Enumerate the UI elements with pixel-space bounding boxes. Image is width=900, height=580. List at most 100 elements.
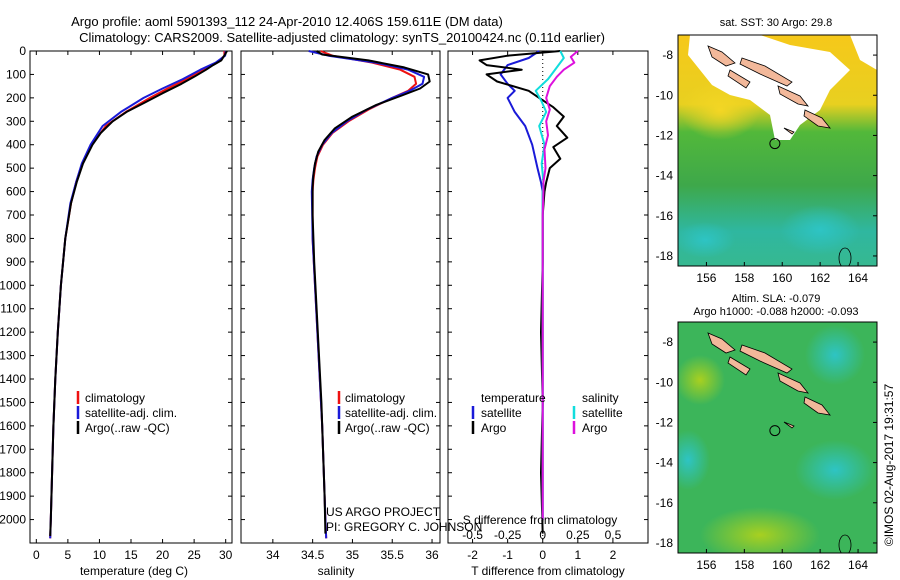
map-y-tick-label: -18 [656, 536, 674, 550]
island-outline [803, 109, 831, 129]
x2-tick-label: -0.5 [462, 528, 483, 542]
legend-label-climatology: climatology [345, 391, 405, 405]
figure-title-line2: Climatology: CARS2009. Satellite-adjuste… [79, 30, 605, 45]
sla-low-patch [795, 440, 875, 500]
sla-map-title: Altim. SLA: -0.079 [732, 293, 821, 305]
x-tick-label: -2 [467, 548, 478, 562]
island-outline [727, 356, 751, 376]
y-tick-label: 1000 [0, 278, 26, 292]
sst-map-title: sat. SST: 30 Argo: 29.8 [720, 17, 833, 29]
y-tick-label: 200 [6, 91, 26, 105]
sla-low-patch [678, 430, 710, 490]
y-tick-label: 600 [6, 185, 26, 199]
island-outline [803, 396, 831, 416]
sst-cloud-mask [850, 35, 877, 70]
sst-map-frame [677, 34, 878, 267]
island-outline [783, 127, 795, 135]
map-y-tick-label: -14 [656, 169, 674, 183]
sla-low-patch [805, 325, 865, 385]
x-tick-label: 0 [539, 548, 546, 562]
map-y-tick-label: -18 [656, 249, 674, 263]
sla-high-patch [678, 355, 725, 405]
map-x-tick-label: 160 [772, 271, 792, 285]
x-tick-label: -1 [502, 548, 513, 562]
y-tick-label: 1900 [0, 489, 26, 503]
x2-tick-label: 0.5 [605, 528, 622, 542]
map-axes: 156 158 160 162 164 -8 -10 -12 -14 -16 -18 156 158 16… [656, 48, 877, 572]
sla-map [678, 322, 877, 553]
y-tick-label: 1500 [0, 395, 26, 409]
map-y-tick-label: -12 [656, 128, 674, 142]
island-outline [777, 372, 809, 394]
map-x-tick-label: 162 [810, 558, 830, 572]
x-tick-label: 25 [187, 548, 201, 562]
sst-map [678, 35, 877, 266]
x-tick-label: 34 [266, 548, 280, 562]
y-tick-label: 1700 [0, 442, 26, 456]
temperature-legend: climatology satellite-adj. clim. Argo(..… [76, 391, 177, 435]
sla-map-subtitle: Argo h1000: -0.088 h2000: -0.093 [693, 306, 858, 318]
map-x-tick-label: 160 [772, 558, 792, 572]
x-tick-label: 20 [156, 548, 170, 562]
y-tick-label: 700 [6, 208, 26, 222]
x-tick-label: 35 [346, 548, 360, 562]
y-tick-label: 500 [6, 161, 26, 175]
project-pi: PI: GREGORY C. JOHNSON [326, 520, 482, 534]
x2-tick-label: -0.25 [494, 528, 522, 542]
x-tick-label: 35.5 [381, 548, 405, 562]
map-x-tick-label: 156 [696, 271, 716, 285]
y-tick-label: 2000 [0, 513, 26, 527]
reef-outline [838, 534, 852, 553]
salinity-axis-label: salinity [318, 564, 355, 578]
map-x-tick-label: 162 [810, 271, 830, 285]
x-tick-label: 1 [574, 548, 581, 562]
salinity-legend: climatology satellite-adj. clim. Argo(..… [337, 391, 437, 435]
sla-argo-location-marker [769, 425, 781, 437]
temperature-axis-label: temperature (deg C) [80, 564, 188, 578]
legend-title-salinity: salinity [582, 391, 619, 405]
sst-cool-patch [678, 222, 735, 258]
temperature-profile-panel: 0100200300400500600700800900100011001200… [0, 44, 233, 562]
x-tick-label: 15 [124, 548, 138, 562]
figure-title-line1: Argo profile: aoml 5901393_112 24-Apr-20… [71, 14, 503, 29]
island-outline [707, 45, 736, 67]
map-x-tick-label: 156 [696, 558, 716, 572]
map-y-tick-label: -14 [656, 456, 674, 470]
plot-frame [240, 50, 441, 544]
island-outline [739, 344, 793, 374]
sla-map-frame [677, 321, 878, 554]
y-tick-label: 100 [6, 67, 26, 81]
legend-label-t-argo: Argo [481, 421, 507, 435]
t-difference-axis-label: T difference from climatology [471, 564, 625, 578]
x-tick-label: 34.5 [301, 548, 325, 562]
map-y-tick-label: -10 [656, 88, 674, 102]
map-y-tick-label: -16 [656, 209, 674, 223]
series-line-argo-raw-qc- [49, 50, 228, 537]
island-outline [727, 69, 751, 89]
legend-label-argo: Argo(..raw -QC) [85, 421, 170, 435]
y-tick-label: 300 [6, 114, 26, 128]
y-tick-label: 400 [6, 138, 26, 152]
map-x-tick-label: 158 [734, 271, 754, 285]
reef-outline [838, 247, 852, 266]
plot-frame [29, 50, 233, 544]
y-tick-label: 1300 [0, 349, 26, 363]
x2-tick-label: 0.25 [566, 528, 590, 542]
x-tick-label: 10 [93, 548, 107, 562]
legend-label-argo: Argo(..raw -QC) [345, 421, 430, 435]
s-difference-axis-label: S difference from climatology [463, 513, 618, 527]
map-x-tick-label: 164 [848, 558, 868, 572]
y-tick-label: 1400 [0, 372, 26, 386]
series-line-s-argo [541, 50, 579, 520]
y-tick-label: 1800 [0, 466, 26, 480]
map-y-tick-label: -8 [662, 48, 673, 62]
x-tick-label: 2 [610, 548, 617, 562]
map-x-tick-label: 158 [734, 558, 754, 572]
legend-label-s-argo: Argo [582, 421, 608, 435]
sla-high-patch [700, 507, 820, 553]
legend-label-s-satellite: satellite [582, 406, 623, 420]
y-tick-label: 1600 [0, 419, 26, 433]
map-y-tick-label: -16 [656, 496, 674, 510]
